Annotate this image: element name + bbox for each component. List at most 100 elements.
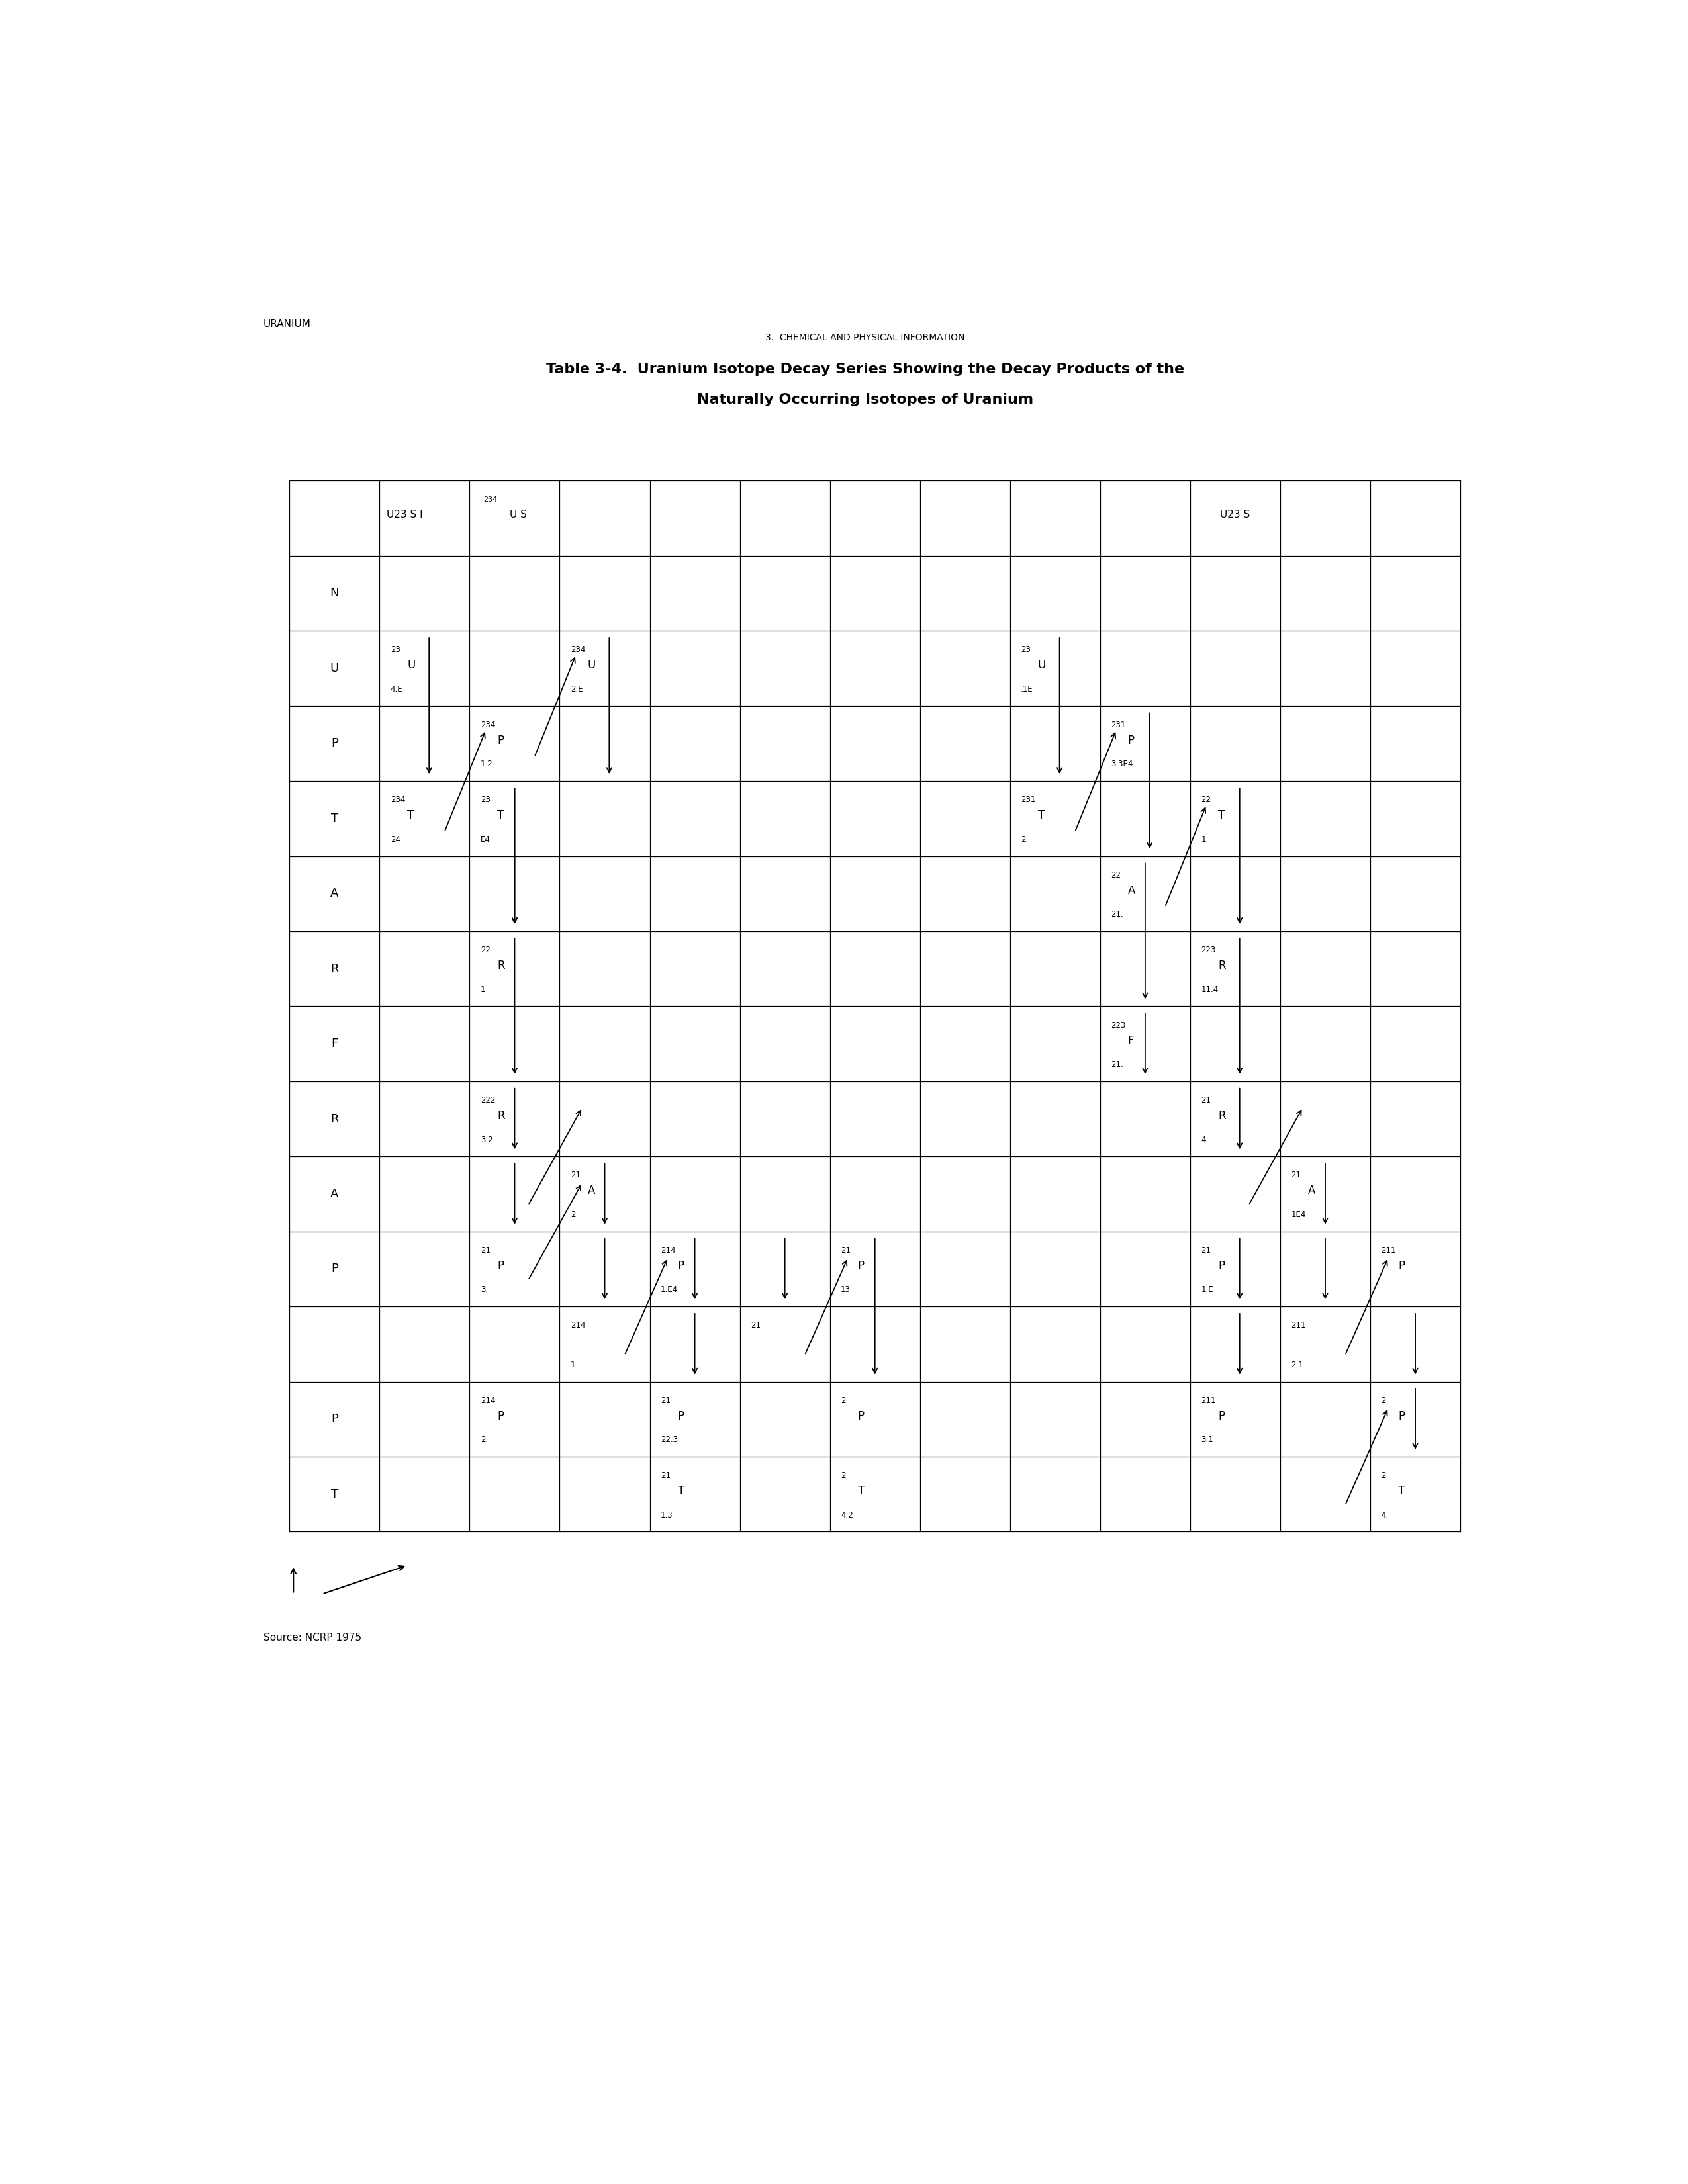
Text: P: P	[331, 738, 338, 749]
Text: 2: 2	[841, 1396, 846, 1404]
Text: 23: 23	[390, 646, 400, 655]
Text: 2.: 2.	[481, 1435, 488, 1444]
Text: P: P	[331, 1413, 338, 1426]
Text: P: P	[858, 1411, 864, 1422]
Text: R: R	[331, 1114, 339, 1125]
Text: 1.E4: 1.E4	[660, 1286, 679, 1295]
Text: 223: 223	[1111, 1020, 1126, 1029]
Text: 3.  CHEMICAL AND PHYSICAL INFORMATION: 3. CHEMICAL AND PHYSICAL INFORMATION	[765, 332, 966, 343]
Text: 21: 21	[571, 1171, 581, 1179]
Text: 1: 1	[481, 985, 486, 994]
Text: 2.1: 2.1	[1291, 1361, 1303, 1369]
Text: 1.E: 1.E	[1200, 1286, 1214, 1295]
Text: R: R	[331, 963, 339, 974]
Text: T: T	[1398, 1485, 1404, 1498]
Text: T: T	[331, 1487, 338, 1500]
Text: P: P	[498, 1260, 505, 1271]
Text: N: N	[331, 587, 339, 598]
Text: 21: 21	[751, 1321, 761, 1330]
Text: 3.1: 3.1	[1200, 1435, 1214, 1444]
Text: A: A	[1128, 885, 1136, 898]
Text: T: T	[677, 1485, 684, 1498]
Text: A: A	[1308, 1186, 1315, 1197]
Text: 22: 22	[1111, 871, 1121, 880]
Text: Table 3-4.  Uranium Isotope Decay Series Showing the Decay Products of the: Table 3-4. Uranium Isotope Decay Series …	[545, 363, 1185, 376]
Text: U S: U S	[510, 509, 527, 520]
Text: P: P	[498, 734, 505, 747]
Text: 11.4: 11.4	[1200, 985, 1219, 994]
Text: 23: 23	[481, 795, 490, 804]
Text: Naturally Occurring Isotopes of Uranium: Naturally Occurring Isotopes of Uranium	[697, 393, 1033, 406]
Text: 1.3: 1.3	[660, 1511, 674, 1520]
Text: 13: 13	[841, 1286, 851, 1295]
Text: T: T	[331, 812, 338, 826]
Text: F: F	[331, 1037, 338, 1051]
Text: P: P	[1398, 1411, 1404, 1422]
Text: 23: 23	[1021, 646, 1031, 655]
Text: T: T	[1219, 810, 1225, 821]
Text: 234: 234	[390, 795, 405, 804]
Text: 231: 231	[1021, 795, 1036, 804]
Text: R: R	[498, 1109, 505, 1123]
Text: 22: 22	[481, 946, 490, 954]
Text: P: P	[498, 1411, 505, 1422]
Text: A: A	[331, 887, 339, 900]
Text: 214: 214	[481, 1396, 495, 1404]
Text: 234: 234	[571, 646, 586, 655]
Text: 21: 21	[660, 1396, 670, 1404]
Text: F: F	[1128, 1035, 1134, 1046]
Text: 234: 234	[483, 496, 498, 502]
Text: 211: 211	[1200, 1396, 1215, 1404]
Text: 21.: 21.	[1111, 911, 1123, 919]
Text: R: R	[1219, 959, 1225, 972]
Text: 2: 2	[841, 1472, 846, 1481]
Text: 4.2: 4.2	[841, 1511, 852, 1520]
Text: U23 S I: U23 S I	[387, 509, 425, 520]
Text: 1.: 1.	[1200, 834, 1209, 843]
Text: P: P	[1219, 1260, 1225, 1271]
Text: A: A	[587, 1186, 596, 1197]
Text: URANIUM: URANIUM	[263, 319, 311, 330]
Text: 211: 211	[1291, 1321, 1307, 1330]
Text: P: P	[1128, 734, 1134, 747]
Text: 223: 223	[1200, 946, 1215, 954]
Text: 2: 2	[1381, 1396, 1386, 1404]
Text: P: P	[1219, 1411, 1225, 1422]
Text: 2.: 2.	[1021, 834, 1028, 843]
Text: P: P	[1398, 1260, 1404, 1271]
Text: T: T	[498, 810, 505, 821]
Text: 4.: 4.	[1200, 1136, 1209, 1144]
Text: 1.2: 1.2	[481, 760, 493, 769]
Text: U: U	[407, 660, 415, 670]
Text: .1E: .1E	[1021, 686, 1033, 695]
Text: 4.E: 4.E	[390, 686, 403, 695]
Text: 234: 234	[481, 721, 495, 729]
Text: U: U	[1038, 660, 1047, 670]
Text: 1.: 1.	[571, 1361, 577, 1369]
Text: E4: E4	[481, 834, 490, 843]
Text: T: T	[858, 1485, 864, 1498]
Text: 214: 214	[660, 1247, 675, 1256]
Text: 21.: 21.	[1111, 1059, 1123, 1068]
Text: 231: 231	[1111, 721, 1126, 729]
Text: 22: 22	[1200, 795, 1210, 804]
Text: 3.: 3.	[481, 1286, 488, 1295]
Text: 211: 211	[1381, 1247, 1396, 1256]
Text: P: P	[677, 1411, 684, 1422]
Text: P: P	[677, 1260, 684, 1271]
Text: R: R	[498, 959, 505, 972]
Text: 21: 21	[1200, 1247, 1210, 1256]
Text: T: T	[1038, 810, 1045, 821]
Text: 2: 2	[571, 1210, 576, 1219]
Text: 21: 21	[1200, 1096, 1210, 1105]
Text: 222: 222	[481, 1096, 495, 1105]
Text: 2: 2	[1381, 1472, 1386, 1481]
Text: 2.E: 2.E	[571, 686, 582, 695]
Text: U: U	[331, 662, 339, 675]
Text: A: A	[331, 1188, 339, 1199]
Text: P: P	[858, 1260, 864, 1271]
Text: 21: 21	[660, 1472, 670, 1481]
Text: U: U	[587, 660, 596, 670]
Text: R: R	[1219, 1109, 1225, 1123]
Text: 4.: 4.	[1381, 1511, 1389, 1520]
